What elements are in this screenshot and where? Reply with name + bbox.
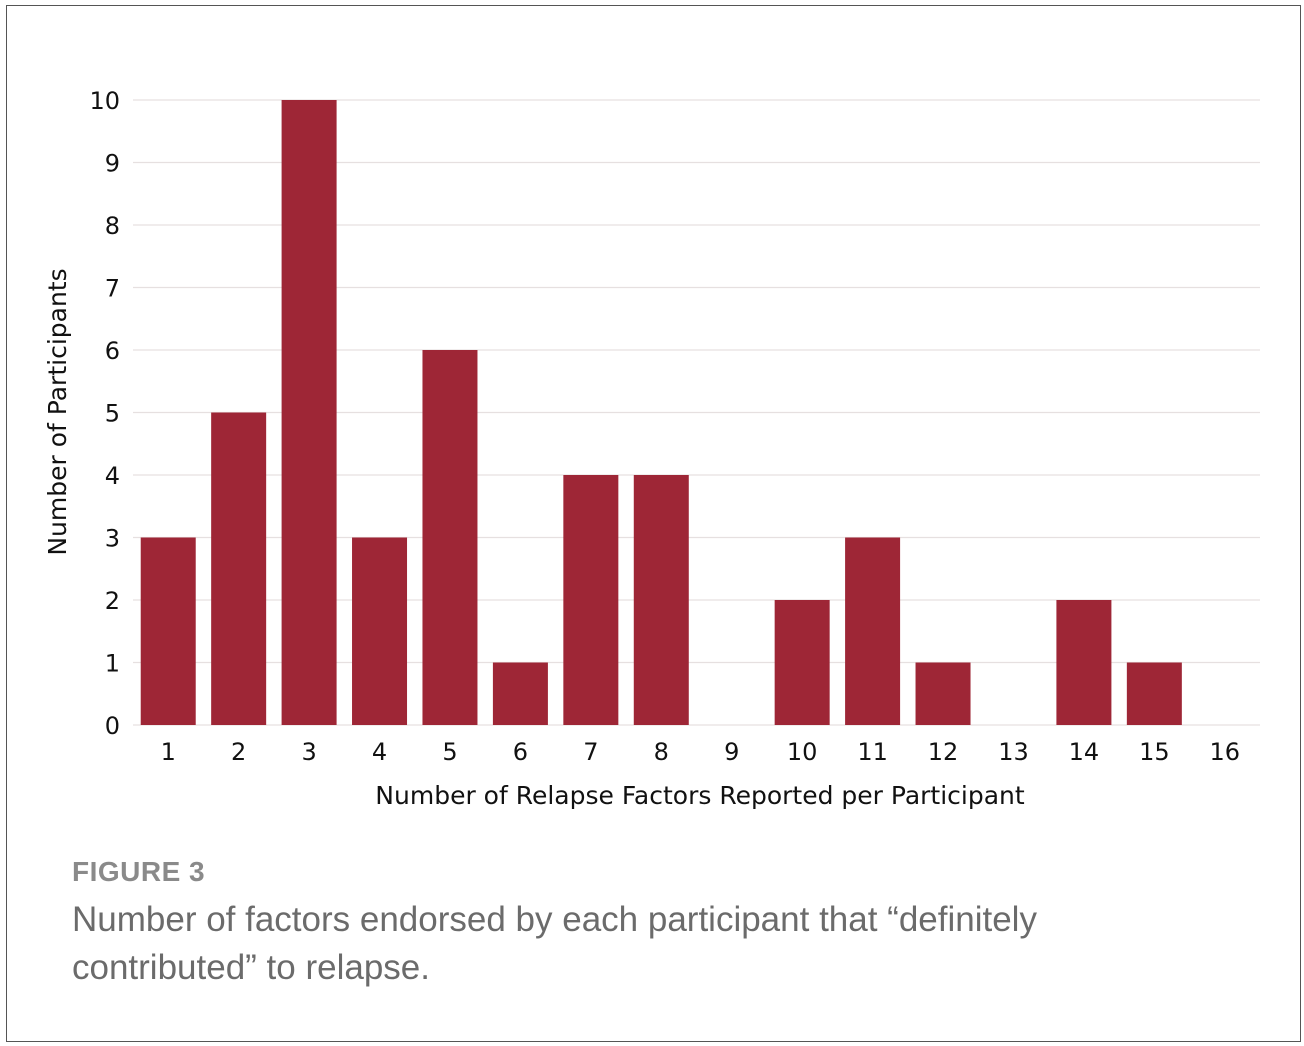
x-tick-label: 8 [654,738,669,766]
y-tick-label: 6 [105,337,120,365]
y-tick-label: 7 [105,275,120,303]
x-tick-label: 5 [442,738,457,766]
x-tick-label: 6 [513,738,528,766]
y-tick-label: 10 [89,87,120,115]
x-tick-label: 15 [1139,738,1170,766]
bar-15 [1126,662,1182,725]
bar-2 [211,412,267,725]
x-axis-label: Number of Relapse Factors Reported per P… [375,781,1025,810]
figure-caption: Number of factors endorsed by each parti… [72,900,1037,987]
y-tick-label: 1 [105,650,120,678]
bar-11 [845,537,901,725]
x-tick-label: 9 [724,738,739,766]
bar-6 [492,662,548,725]
bar-5 [422,350,478,725]
x-tick-label: 11 [857,738,888,766]
bar-3 [281,100,337,725]
x-tick-label: 2 [231,738,246,766]
y-tick-labels: 0 1 2 3 4 5 6 7 8 9 10 [89,87,120,740]
figure-label: FIGURE 3 [72,856,206,887]
y-tick-label: 8 [105,212,120,240]
bar-14 [1056,600,1112,725]
y-tick-label: 0 [105,712,120,740]
y-tick-label: 3 [105,525,120,553]
bar-10 [774,600,830,725]
y-axis-label: Number of Participants [43,268,72,555]
bars [140,100,1182,725]
bar-1 [140,537,196,725]
figure-frame [6,5,1301,1042]
x-tick-label: 13 [998,738,1029,766]
x-tick-label: 14 [1069,738,1100,766]
x-tick-label: 10 [787,738,818,766]
x-tick-label: 7 [583,738,598,766]
y-tick-label: 9 [105,150,120,178]
bar-4 [352,537,408,725]
bar-7 [563,475,619,725]
y-tick-label: 2 [105,587,120,615]
y-tick-label: 4 [105,462,120,490]
x-tick-label: 12 [928,738,959,766]
x-tick-label: 16 [1210,738,1241,766]
x-tick-label: 4 [372,738,387,766]
x-tick-label: 3 [301,738,316,766]
y-tick-label: 5 [105,400,120,428]
bar-8 [633,475,689,725]
x-tick-labels: 1 2 3 4 5 6 7 8 9 10 11 12 13 14 15 16 [161,738,1240,766]
bar-12 [915,662,971,725]
x-tick-label: 1 [161,738,176,766]
